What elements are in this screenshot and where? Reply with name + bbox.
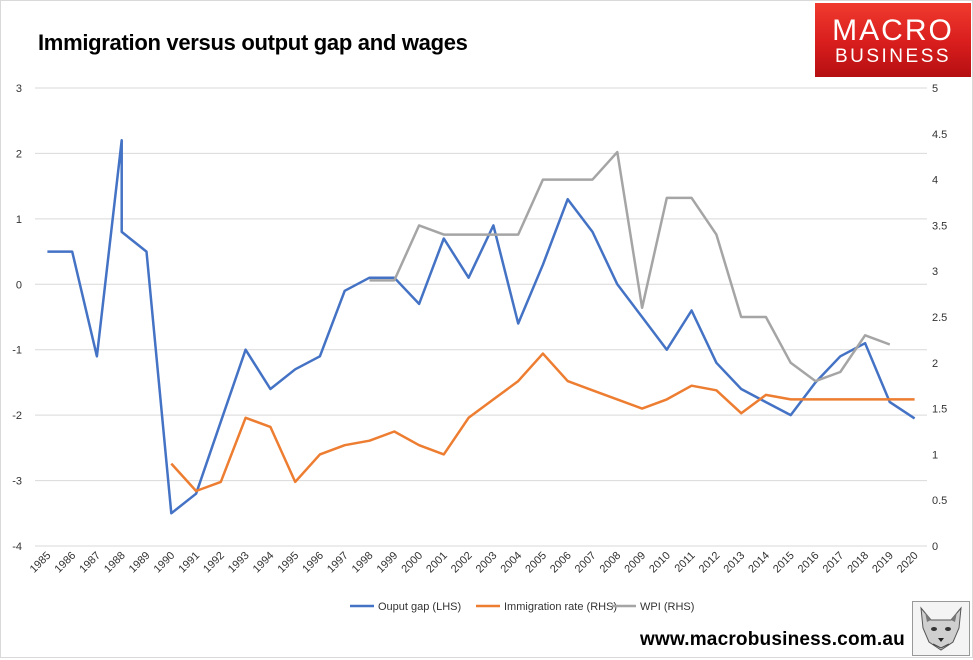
x-tick-label: 2014 (746, 550, 772, 576)
x-tick-label: 2002 (449, 550, 475, 576)
y-right-tick-label: 5 (932, 83, 938, 95)
y-right-tick-label: 1 (932, 449, 938, 461)
x-tick-label: 2003 (474, 550, 500, 576)
logo-line-1: MACRO (832, 14, 954, 47)
x-tick-label: 2005 (523, 550, 549, 576)
legend-wpi-label: WPI (RHS) (640, 601, 694, 613)
y-left-tick-label: 2 (16, 148, 22, 160)
x-tick-label: 2018 (845, 550, 871, 576)
x-tick-label: 1989 (127, 550, 153, 576)
x-tick-label: 1991 (176, 550, 202, 576)
y-right-tick-label: 3 (932, 266, 938, 278)
x-tick-label: 2017 (821, 550, 847, 576)
y-right-tick-label: 4.5 (932, 129, 947, 141)
x-tick-label: 2010 (647, 550, 673, 576)
y-left-tick-label: -2 (12, 410, 22, 422)
x-tick-label: 2009 (622, 550, 648, 576)
y-left-tick-label: -4 (12, 541, 22, 553)
x-tick-label: 2000 (399, 550, 425, 576)
y-right-tick-label: 0.5 (932, 495, 947, 507)
y-left-tick-label: 0 (16, 279, 22, 291)
x-tick-label: 1999 (375, 550, 401, 576)
series-line-output-gap (47, 139, 916, 515)
macrobusiness-logo[interactable]: MACRO BUSINESS (815, 3, 971, 77)
x-tick-label: 2012 (697, 550, 723, 576)
series-line-immigration-rate (170, 352, 915, 493)
x-tick-label: 1990 (152, 550, 178, 576)
x-tick-label: 2019 (870, 550, 896, 576)
x-tick-label: 1988 (102, 550, 128, 576)
x-tick-label: 2016 (796, 550, 822, 576)
x-tick-label: 2008 (598, 550, 624, 576)
y-left-tick-label: -1 (12, 345, 22, 357)
x-tick-label: 2006 (548, 550, 574, 576)
y-right-tick-label: 0 (932, 541, 938, 553)
x-tick-label: 2007 (573, 550, 599, 576)
y-left-tick-label: 3 (16, 83, 22, 95)
x-tick-label: 2015 (771, 550, 797, 576)
legend-output-gap-label: Ouput gap (LHS) (378, 601, 461, 613)
y-right-tick-label: 4 (932, 175, 938, 187)
x-tick-label: 2013 (721, 550, 747, 576)
y-left-tick-label: -3 (12, 476, 22, 488)
x-tick-label: 1996 (300, 550, 326, 576)
legend-immigration-rate-label: Immigration rate (RHS) (504, 601, 617, 613)
y-right-tick-label: 1.5 (932, 404, 947, 416)
x-tick-label: 1995 (275, 550, 301, 576)
x-tick-label: 2001 (424, 550, 450, 576)
x-tick-label: 1992 (201, 550, 227, 576)
x-tick-label: 2020 (895, 550, 921, 576)
series-line-wpi (369, 150, 891, 383)
x-tick-label: 2011 (673, 550, 698, 575)
x-tick-label: 1997 (325, 550, 351, 576)
wolf-face-icon (912, 601, 970, 656)
x-tick-label: 1998 (350, 550, 376, 576)
y-right-tick-label: 2 (932, 358, 938, 370)
x-tick-label: 1987 (77, 550, 103, 576)
y-left-tick-label: 1 (16, 214, 22, 226)
x-tick-label: 2004 (498, 550, 524, 576)
x-tick-label: 1986 (52, 550, 78, 576)
x-tick-label: 1994 (251, 550, 277, 576)
y-right-tick-label: 3.5 (932, 220, 947, 232)
y-right-tick-label: 2.5 (932, 312, 947, 324)
chart-title: Immigration versus output gap and wages (38, 30, 468, 55)
website-url[interactable]: www.macrobusiness.com.au (640, 629, 905, 650)
x-tick-label: 1993 (226, 550, 252, 576)
logo-line-2: BUSINESS (834, 46, 952, 67)
x-tick-label: 1985 (28, 550, 54, 576)
